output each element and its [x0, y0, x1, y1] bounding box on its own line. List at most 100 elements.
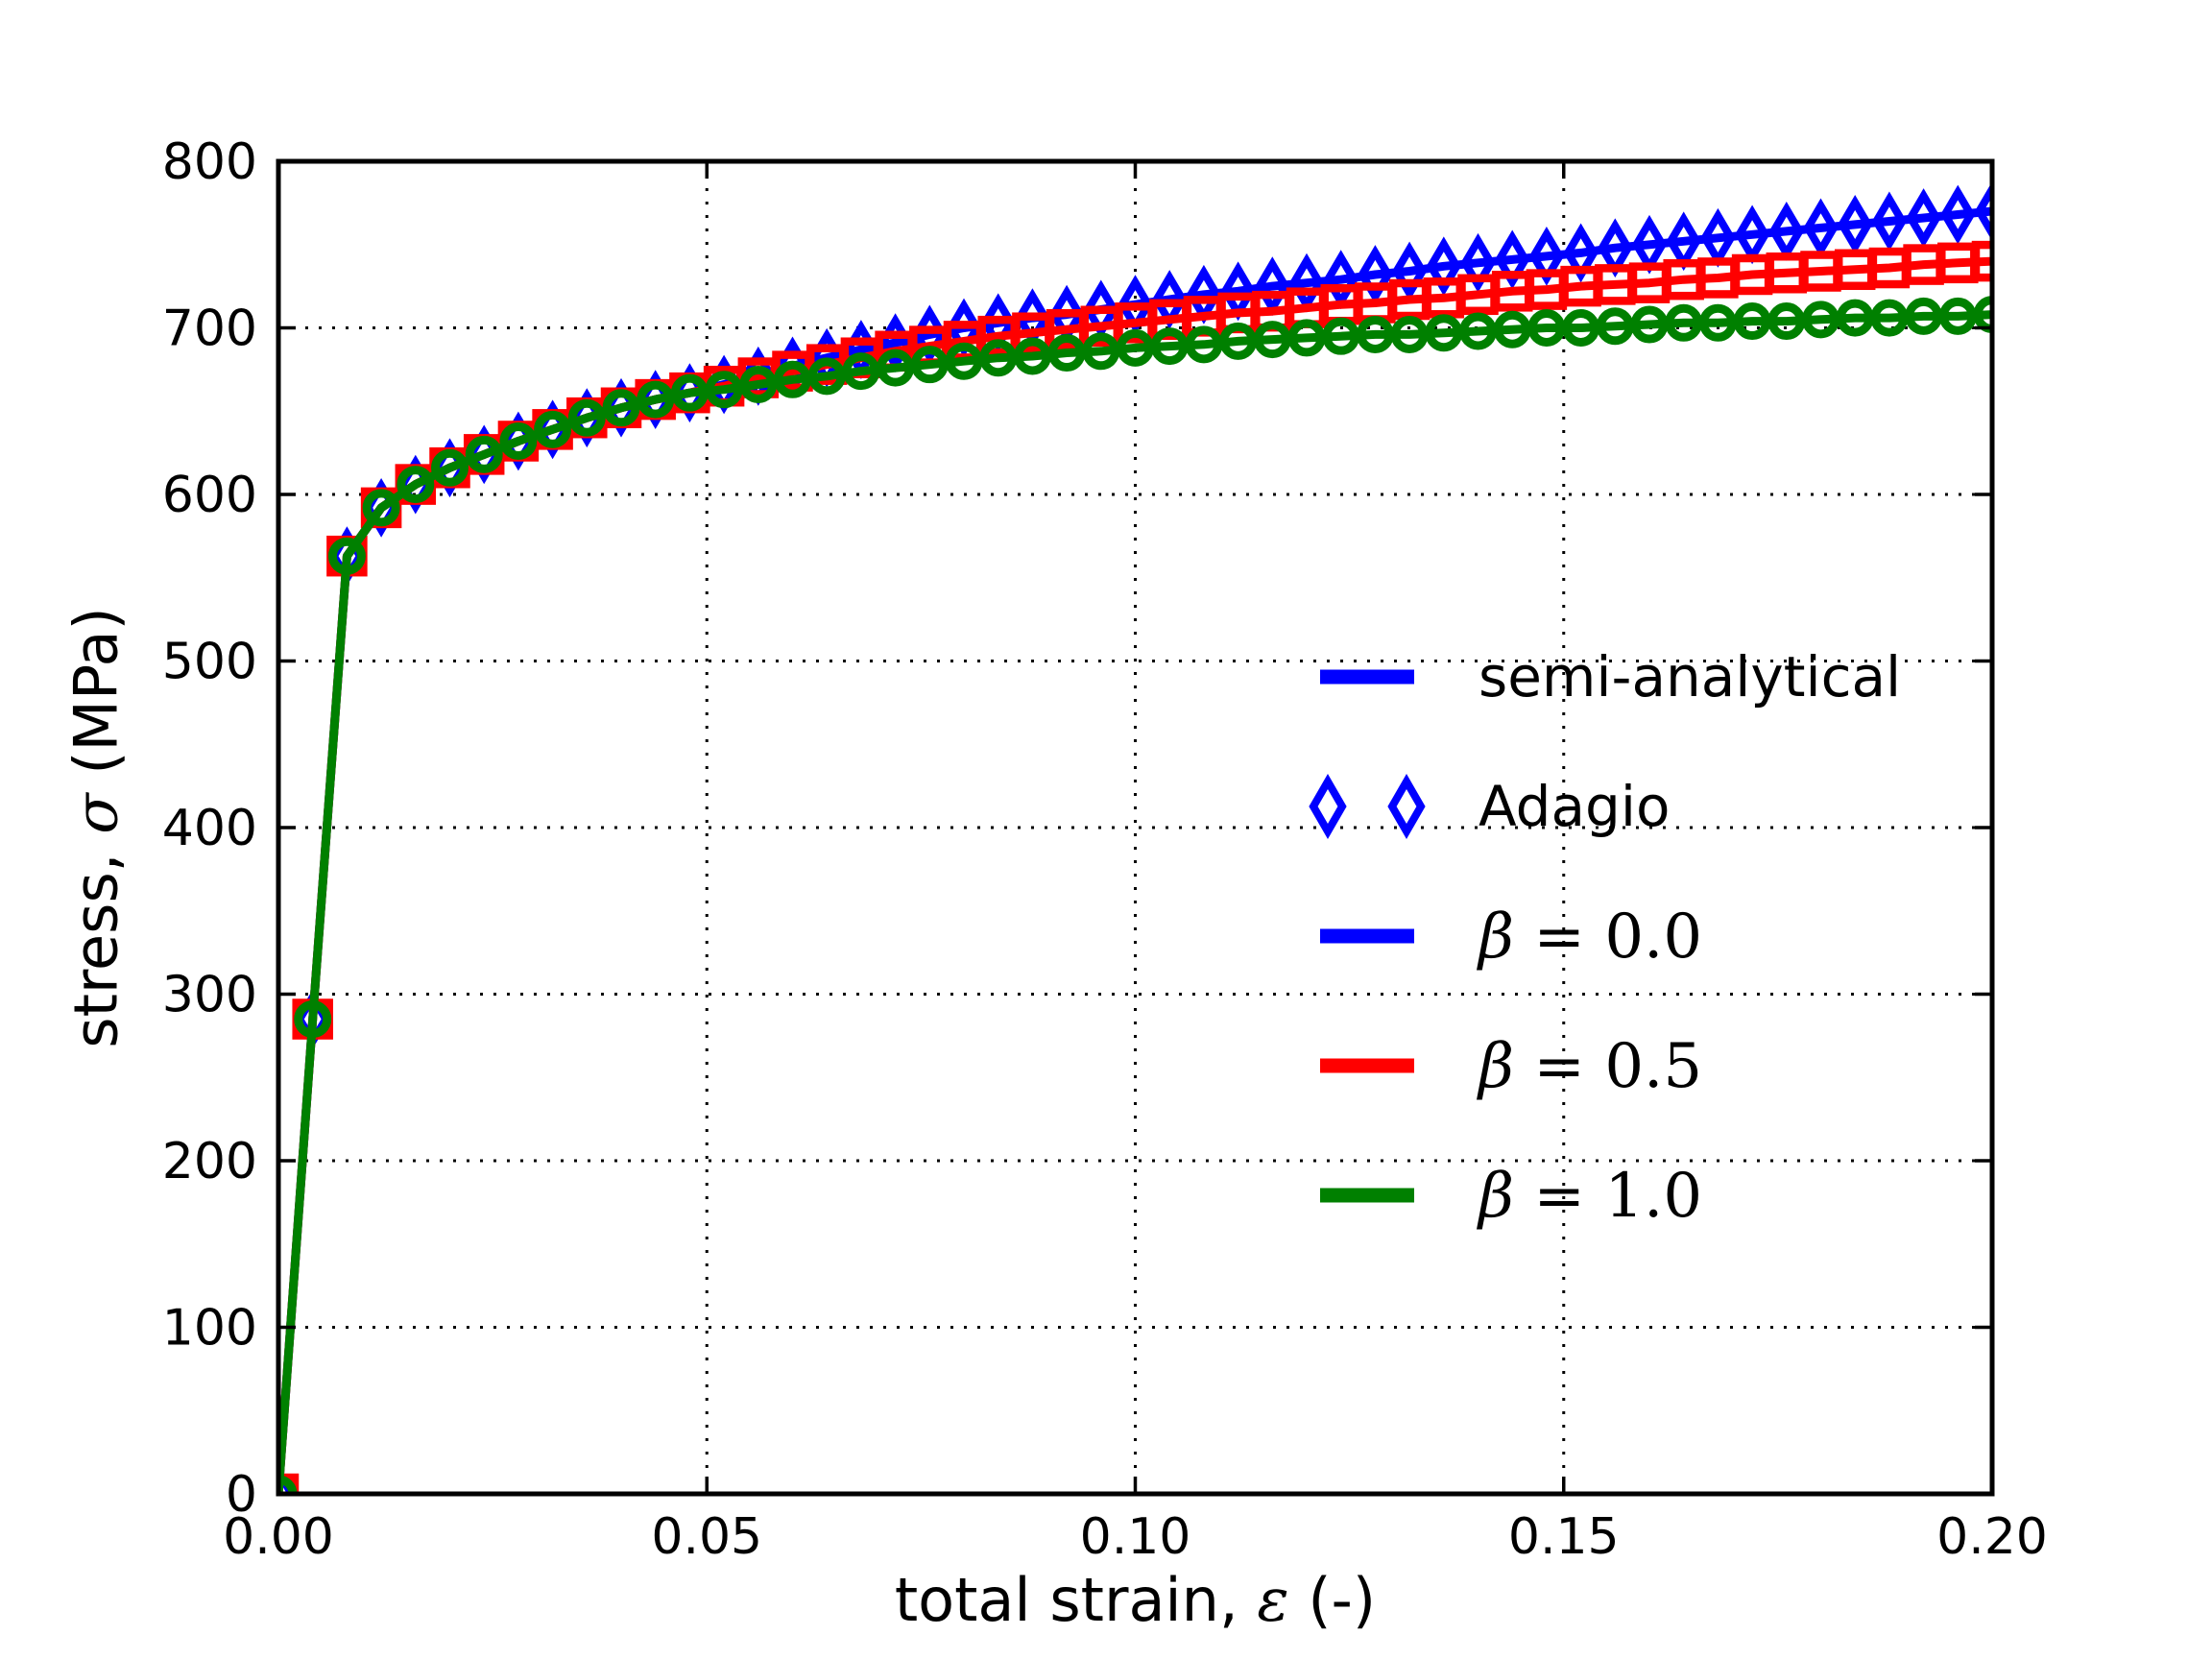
square-marker	[1971, 240, 1992, 282]
circle-marker	[1013, 337, 1051, 375]
circle-marker	[1870, 299, 1909, 337]
legend-diamond-sample	[1309, 773, 1347, 840]
circle-marker	[602, 389, 640, 427]
series-beta-1.0-markers	[278, 296, 1992, 1494]
diamond-marker	[1838, 195, 1873, 254]
circle-marker	[807, 357, 846, 396]
circle-marker	[397, 466, 435, 504]
diamond-marker	[1974, 181, 1992, 241]
circle-marker	[637, 380, 675, 419]
circle-marker	[1459, 312, 1497, 350]
x-tick-label-0.05: 0.05	[651, 1508, 762, 1566]
legend-label: β = 0.0	[1477, 902, 1702, 973]
circle-marker	[1185, 325, 1223, 364]
circle-marker	[567, 398, 606, 437]
diamond-marker	[1358, 245, 1393, 304]
circle-marker	[1733, 302, 1771, 341]
circle-marker	[465, 435, 503, 473]
circle-marker	[1527, 309, 1566, 347]
diamond-marker	[1083, 279, 1118, 340]
circle-marker	[1150, 327, 1189, 366]
circle-marker	[1253, 321, 1291, 359]
circle-marker	[1082, 332, 1120, 371]
circle-marker	[1802, 301, 1839, 339]
circle-marker	[534, 410, 572, 448]
circle-marker	[327, 537, 366, 575]
diamond-marker	[1803, 198, 1839, 258]
x-tick-label-0.20: 0.20	[1936, 1508, 2048, 1566]
circle-marker	[1767, 302, 1806, 341]
legend-entry-beta0.5: β = 0.5	[1320, 1031, 1702, 1102]
legend: semi-analytical Adagio β = 0.0 β = 0.5 β = 1…	[1309, 644, 1901, 1232]
diamond-marker	[1495, 229, 1530, 290]
y-tick-label-500: 500	[162, 634, 257, 691]
legend-label: semi-analytical	[1479, 644, 1901, 709]
diamond-marker	[1391, 241, 1428, 301]
circle-marker	[362, 489, 400, 527]
series-beta-1.0	[278, 296, 1992, 1494]
y-tick-label-600: 600	[162, 467, 257, 524]
diamond-marker	[1906, 188, 1941, 248]
circle-marker	[1047, 334, 1086, 373]
circle-marker	[1287, 319, 1326, 357]
series-beta-0.0-markers	[278, 181, 1992, 1494]
x-axis-label-text: total strain,	[894, 1565, 1258, 1635]
circle-marker	[1425, 314, 1463, 352]
x-axis-label: total strain, ε (-)	[278, 1565, 1992, 1635]
circle-marker	[842, 352, 880, 391]
x-tick-label-0.15: 0.15	[1508, 1508, 1620, 1566]
series-beta-1.0-line	[278, 310, 1992, 1494]
y-axis-label-unit: (MPa)	[60, 607, 132, 794]
diamond-marker	[1460, 232, 1496, 293]
y-tick-label-800: 800	[162, 133, 257, 191]
x-axis-label-unit: (-)	[1288, 1565, 1377, 1635]
circle-marker	[294, 1000, 332, 1039]
circle-marker	[1596, 307, 1634, 346]
y-tick-label-700: 700	[162, 301, 257, 358]
tick-marks	[276, 159, 1994, 1496]
circle-marker	[1322, 317, 1360, 355]
circle-marker	[705, 371, 743, 409]
circle-marker	[1905, 297, 1943, 335]
circle-marker	[979, 339, 1018, 377]
circle-marker	[1390, 315, 1429, 353]
legend-label: β = 1.0	[1477, 1161, 1702, 1232]
circle-marker	[1493, 310, 1531, 349]
y-tick-label-400: 400	[162, 800, 257, 857]
y-tick-label-300: 300	[162, 967, 257, 1024]
circle-marker	[877, 349, 915, 387]
circle-marker	[774, 360, 811, 398]
series-beta-0.0	[278, 181, 1992, 1494]
legend-entry-beta1.0: β = 1.0	[1320, 1161, 1702, 1232]
circle-marker	[1630, 305, 1669, 344]
x-tick-label-0.10: 0.10	[1080, 1508, 1191, 1566]
legend-entry-semi-analytical: semi-analytical	[1320, 644, 1901, 709]
legend-label: β = 0.5	[1477, 1031, 1702, 1102]
y-tick-label-0: 0	[226, 1466, 257, 1524]
circle-marker	[910, 346, 949, 384]
diamond-marker	[1528, 226, 1565, 286]
circle-marker	[1665, 303, 1703, 342]
diamond-marker	[1871, 191, 1908, 252]
legend-entry-beta0.0: β = 0.0	[1320, 902, 1702, 973]
circle-marker	[1698, 303, 1737, 342]
legend-entry-Adagio: Adagio	[1309, 773, 1670, 840]
y-axis-label-text: stress,	[60, 833, 132, 1048]
diamond-marker	[1940, 184, 1976, 245]
circle-marker	[1973, 296, 1992, 334]
circle-marker	[431, 448, 469, 487]
y-tick-label-200: 200	[162, 1133, 257, 1190]
sigma-symbol: σ	[60, 793, 132, 834]
plot-area	[278, 181, 1992, 1494]
circle-marker	[1562, 309, 1600, 347]
legend-diamond-sample	[1387, 773, 1426, 840]
y-axis-label: stress, σ (MPa)	[61, 607, 132, 1047]
epsilon-symbol: ε	[1257, 1565, 1289, 1635]
legend-label: Adagio	[1479, 774, 1670, 839]
circle-marker	[499, 421, 538, 460]
circle-marker	[1219, 322, 1258, 360]
circle-marker	[945, 342, 983, 380]
diamond-marker	[1426, 236, 1461, 297]
circle-marker	[739, 365, 778, 403]
